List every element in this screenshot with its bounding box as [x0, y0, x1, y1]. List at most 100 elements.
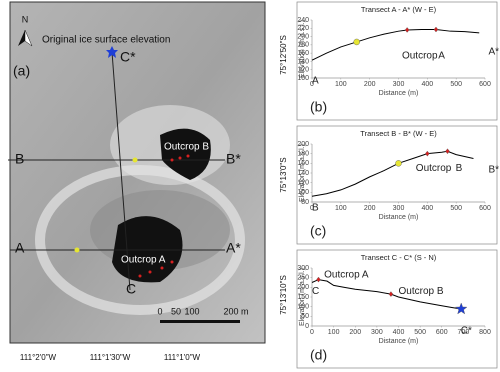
panel-label: (b)	[310, 99, 327, 115]
x-tick-label: 600	[479, 205, 491, 212]
x-tick-label: 600	[436, 329, 448, 336]
chart-title: Transect A - A* (W - E)	[361, 5, 437, 14]
scale-label: 0	[157, 306, 162, 316]
ice-label: Original ice surface elevation	[42, 35, 170, 46]
y-tick-label: 100	[297, 75, 309, 82]
x-tick-label: 400	[393, 329, 405, 336]
marker	[445, 148, 450, 155]
x-tick-label: 300	[371, 329, 383, 336]
x-tick-label: 0	[310, 81, 314, 88]
x-tick-label: 0	[310, 329, 314, 336]
x-tick-label: 200	[349, 329, 361, 336]
north-label: N	[22, 14, 29, 24]
x-tick-label: 300	[393, 205, 405, 212]
ridge	[35, 165, 245, 315]
north-arrow	[24, 29, 33, 47]
lat-label: 75°13'10"S	[279, 275, 288, 315]
panel	[296, 1, 498, 121]
b-star-label: B*	[226, 151, 241, 167]
y-tick-label: 100	[297, 189, 309, 196]
y-tick-label: 80	[301, 199, 309, 206]
marker	[316, 276, 321, 283]
x-tick-label: 200	[364, 205, 376, 212]
annotation: B*	[488, 165, 499, 176]
y-tick-label: 140	[297, 170, 309, 177]
x-tick-label: 500	[450, 205, 462, 212]
marker	[353, 38, 360, 46]
lat-label: 75°13'0"S	[279, 157, 288, 192]
lon-label: 111°1'30"W	[90, 353, 131, 362]
scale-bar	[160, 320, 240, 323]
annotation: C	[312, 286, 319, 297]
outcrop-b-label: Outcrop B	[164, 142, 209, 153]
y-axis-label: Elevation (m a.s.l.)	[299, 20, 306, 78]
panel-label: (d)	[310, 347, 327, 363]
marker	[404, 27, 410, 33]
y-tick-label: 100	[297, 304, 309, 311]
outcrop-b-rock	[160, 128, 211, 180]
y-tick-label: 250	[297, 275, 309, 282]
annotation: A	[312, 76, 319, 87]
x-tick-label: 500	[450, 81, 462, 88]
panel-label: (c)	[310, 223, 326, 239]
annotation: B	[312, 202, 319, 213]
y-tick-label: 180	[297, 151, 309, 158]
chart-title: Transect C - C* (S - N)	[361, 253, 437, 262]
y-tick-label: 150	[297, 294, 309, 301]
marker	[454, 302, 468, 315]
scale-label: 100	[184, 306, 199, 316]
x-axis-label: Distance (m)	[379, 90, 419, 97]
x-tick-label: 100	[335, 81, 347, 88]
x-tick-label: 200	[364, 81, 376, 88]
y-tick-label: 200	[297, 284, 309, 291]
annotation: A	[438, 51, 445, 62]
line	[311, 29, 480, 61]
y-tick-label: 50	[301, 313, 309, 320]
x-tick-label: 400	[421, 81, 433, 88]
y-axis-label: Elevation (m a.s.l.)	[299, 144, 306, 202]
yellow-point	[74, 247, 80, 253]
line	[311, 279, 462, 310]
annotation: Outcrop B	[399, 286, 444, 297]
annotation: A*	[488, 47, 499, 58]
red-points	[138, 154, 190, 278]
scale-label: 50	[171, 306, 181, 316]
yellow-point	[132, 157, 138, 163]
annotation: Outcrop A	[324, 270, 369, 281]
x-tick-label: 0	[310, 205, 314, 212]
panel-label: (a)	[13, 63, 30, 79]
x-tick-label: 400	[421, 205, 433, 212]
annotation: B	[456, 163, 463, 174]
annotation: C*	[461, 325, 472, 336]
y-tick-label: 160	[297, 160, 309, 167]
marker	[395, 160, 402, 167]
y-tick-label: 0	[305, 323, 309, 330]
x-tick-label: 500	[414, 329, 426, 336]
b-label: B	[15, 151, 24, 167]
lon-label: 111°1'0"W	[164, 353, 201, 362]
c-label: C	[126, 281, 136, 297]
x-axis-label: Distance (m)	[379, 338, 419, 345]
c-star-label: C*	[120, 49, 136, 65]
y-tick-label: 180	[297, 42, 309, 49]
y-tick-label: 300	[297, 265, 309, 272]
y-tick-label: 120	[297, 180, 309, 187]
y-tick-label: 200	[297, 141, 309, 148]
lon-label: 111°2'0"W	[20, 353, 57, 362]
a-star-label: A*	[226, 240, 241, 256]
y-tick-label: 120	[297, 67, 309, 74]
lat-label: 75°12'50"S	[279, 35, 288, 75]
outcrop-a-label: Outcrop A	[121, 255, 166, 266]
map: N Original ice surface elevation C* (a) …	[8, 1, 288, 362]
outcrop-a-rock	[112, 216, 183, 283]
x-tick-label: 700	[458, 329, 470, 336]
marker	[388, 291, 394, 297]
y-tick-label: 220	[297, 25, 309, 32]
y-tick-label: 140	[297, 58, 309, 65]
y-axis-label: Elevation (m a.s.l.)	[299, 268, 306, 326]
annotation: Outcrop	[402, 51, 438, 62]
y-tick-label: 240	[297, 17, 309, 24]
x-tick-label: 100	[335, 205, 347, 212]
x-tick-label: 100	[328, 329, 340, 336]
